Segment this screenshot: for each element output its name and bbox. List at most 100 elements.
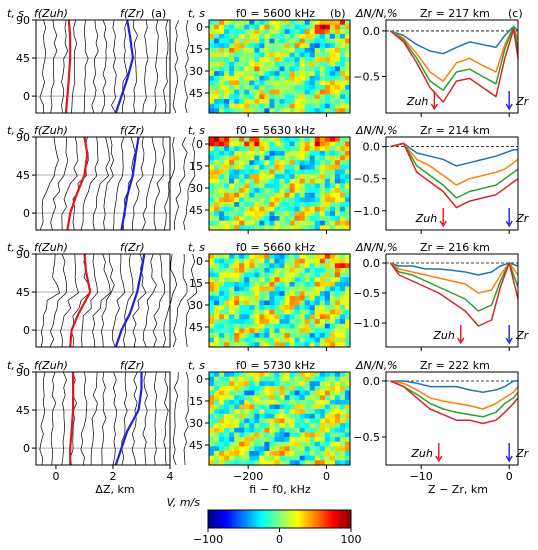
heatmap-cell (254, 300, 260, 306)
heatmap-cell (279, 99, 285, 105)
heatmap-cell (324, 206, 331, 212)
heatmap-cell (214, 319, 220, 325)
heatmap-cell (209, 305, 215, 311)
heatmap-cell (264, 94, 270, 100)
heatmap-cell (299, 395, 306, 401)
heatmap-cell (249, 342, 255, 348)
heatmap-cell (324, 137, 331, 143)
heatmap-cell (334, 38, 341, 44)
heatmap-cell (319, 328, 326, 334)
heatmap-cell (294, 263, 301, 269)
heatmap-cell (304, 89, 311, 95)
heatmap-cell (209, 183, 215, 189)
heatmap-cell (224, 137, 230, 143)
heatmap-cell (264, 47, 270, 53)
heatmap-cell (309, 376, 316, 382)
y-tick-label: −0.5 (353, 173, 380, 186)
heatmap-cell (244, 319, 250, 325)
heatmap-cell (344, 390, 351, 396)
heatmap-cell (334, 108, 341, 114)
heatmap-cell (334, 451, 341, 457)
heatmap-cell (244, 300, 250, 306)
heatmap-cell (319, 174, 326, 180)
heatmap-cell (334, 80, 341, 86)
heatmap-cell (229, 66, 235, 72)
heatmap-cell (254, 220, 260, 226)
heatmap-cell (244, 263, 250, 269)
heatmap-cell (209, 254, 215, 260)
heatmap-cell (279, 291, 285, 297)
heatmap-cell (279, 174, 285, 180)
heatmap-cell (209, 376, 215, 382)
heatmap-cell (319, 192, 326, 198)
heatmap-cell (239, 160, 245, 166)
heatmap-cell (279, 295, 285, 301)
heatmap-cell (289, 295, 296, 301)
heatmap-cell (254, 108, 260, 114)
heatmap-cell (239, 272, 245, 278)
heatmap-cell (224, 413, 230, 419)
heatmap-cell (274, 342, 280, 348)
heatmap-cell (209, 20, 215, 26)
heatmap-cell (224, 337, 230, 343)
y-tick-label: 45 (16, 404, 30, 417)
heatmap-cell (329, 137, 336, 143)
heatmap-cell (279, 85, 285, 91)
heatmap-cell (289, 385, 296, 391)
heatmap-cell (234, 423, 240, 429)
heatmap-cell (209, 281, 215, 287)
heatmap-cell (249, 423, 255, 429)
heatmap-cell (244, 381, 250, 387)
heatmap-cell (264, 399, 270, 405)
heatmap-cell (269, 305, 275, 311)
heatmap-cell (229, 99, 235, 105)
shift-trace (142, 253, 157, 348)
heatmap-cell (314, 381, 321, 387)
heatmap-cell (264, 432, 270, 438)
heatmap-cell (284, 267, 290, 273)
heatmap-cell (239, 413, 245, 419)
heatmap-cell (254, 20, 260, 26)
heatmap-cell (339, 385, 346, 391)
heatmap-cell (324, 446, 331, 452)
shift-trace (103, 136, 114, 231)
heatmap-cell (344, 309, 351, 315)
heatmap-cell (304, 108, 311, 114)
heatmap-cell (289, 432, 296, 438)
heatmap-cell (239, 71, 245, 77)
heatmap-cell (249, 103, 255, 109)
heatmap-cell (334, 385, 341, 391)
legend-r: f(Zr) (120, 124, 145, 137)
heatmap-cell (239, 141, 245, 147)
x-tick-label: −200 (233, 470, 263, 483)
heatmap-cell (294, 220, 301, 226)
shift-trace (184, 253, 198, 348)
heatmap-cell (289, 38, 296, 44)
colorbar-gradient (208, 510, 351, 528)
heatmap-cell (319, 423, 326, 429)
heatmap-cell (249, 141, 255, 147)
heatmap-cell (234, 319, 240, 325)
shift-trace (61, 371, 67, 466)
heatmap-cell (264, 423, 270, 429)
heatmap-cell (324, 333, 331, 339)
shift-trace (183, 136, 196, 231)
heatmap-cell (329, 460, 336, 466)
heatmap-cell (284, 451, 290, 457)
r-arrow-head (505, 220, 513, 228)
heatmap-cell (334, 169, 341, 175)
heatmap-cell (209, 277, 215, 283)
heatmap-cell (229, 423, 235, 429)
heatmap-cell (319, 57, 326, 63)
heatmap-cell (229, 455, 235, 461)
heatmap-cell (319, 409, 326, 415)
heatmap-cell (224, 418, 230, 424)
heatmap-cell (329, 169, 336, 175)
heatmap-cell (209, 418, 215, 424)
heatmap-cell (344, 24, 351, 30)
heatmap-cell (324, 432, 331, 438)
heatmap-cell (299, 319, 306, 325)
shift-trace (163, 136, 176, 231)
heatmap-cell (264, 381, 270, 387)
